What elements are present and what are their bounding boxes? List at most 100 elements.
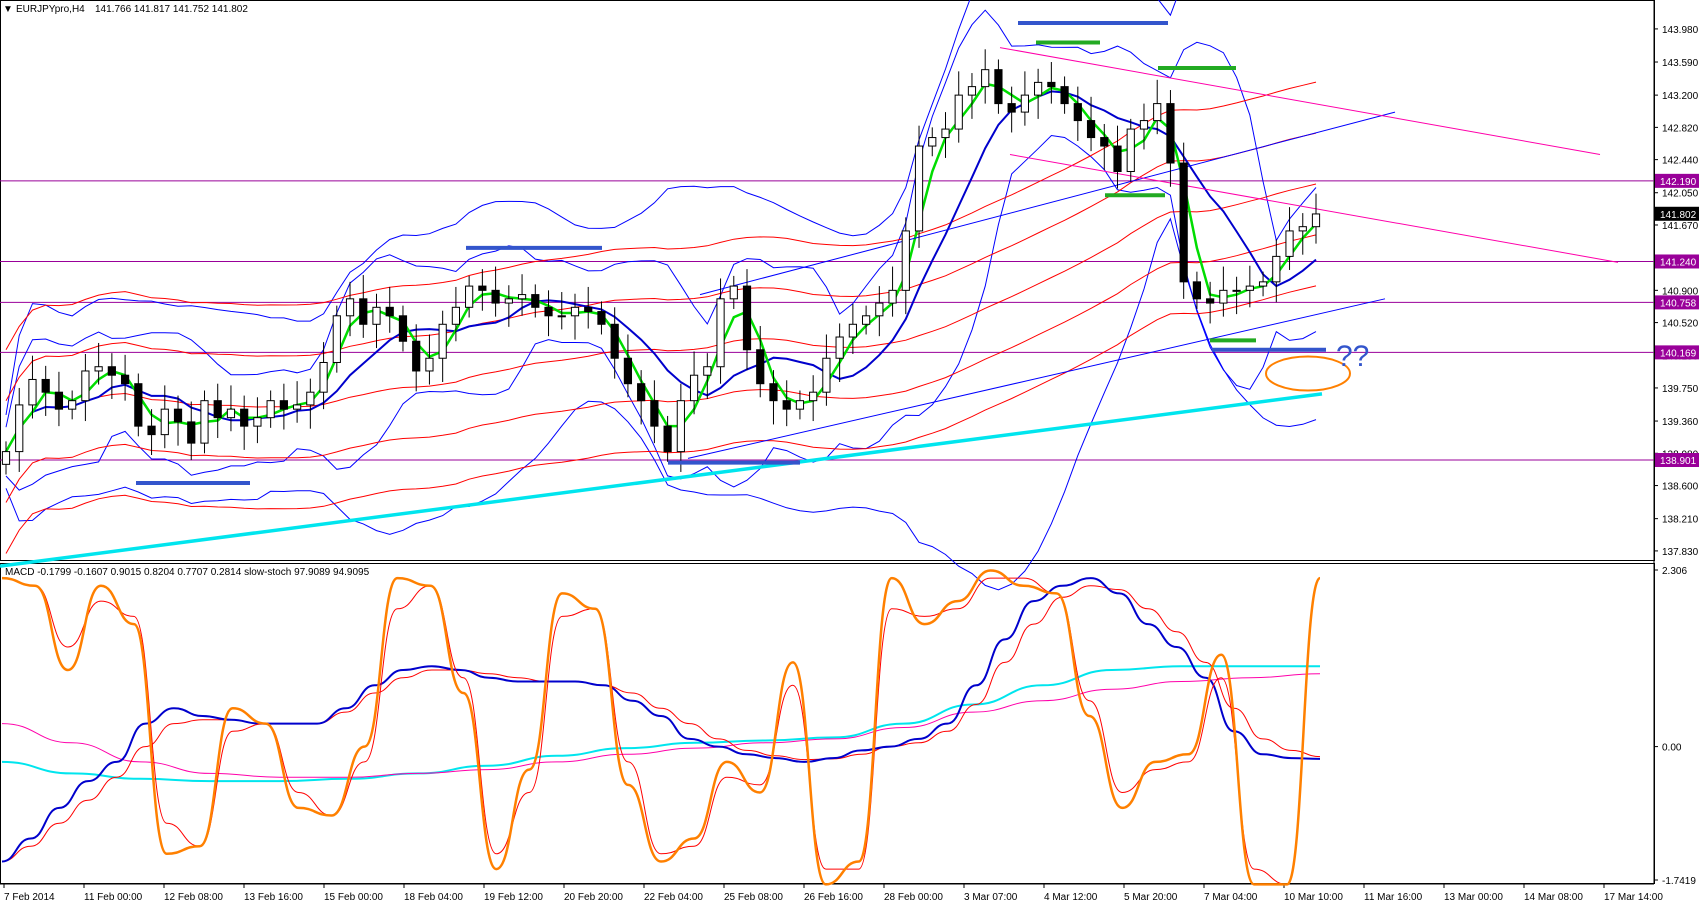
candle: [1047, 81, 1056, 88]
candle: [544, 306, 553, 317]
candle: [875, 302, 884, 317]
price-tick-label: 142.440: [1662, 156, 1699, 167]
candle: [372, 306, 381, 325]
price-level-badge: [1655, 345, 1699, 360]
candle: [623, 357, 633, 385]
candle: [160, 408, 169, 436]
question-marks-annotation: ??: [1336, 340, 1369, 373]
macd-series-pink-ma: [1, 673, 1321, 778]
main-panel-frame: [0, 0, 1655, 561]
candle: [888, 289, 897, 304]
candle: [504, 298, 513, 304]
candle: [1126, 128, 1135, 173]
candle: [41, 378, 50, 393]
candle: [28, 378, 37, 406]
macd-tick-label: -1.7419: [1662, 876, 1696, 887]
candle: [385, 306, 394, 317]
time-tick-label: 3 Mar 07:00: [964, 892, 1018, 903]
price-tick-label: 138.210: [1662, 515, 1699, 526]
candle: [1272, 255, 1281, 283]
candle: [1179, 162, 1188, 283]
bollinger-wide-lower: [5, 217, 1317, 591]
candle: [676, 400, 685, 453]
price-tick-label: 140.520: [1662, 319, 1699, 330]
candle: [451, 306, 461, 325]
candle: [1113, 145, 1122, 173]
macd-tick-label: 0.00: [1662, 743, 1682, 754]
time-tick-label: 11 Feb 00:00: [84, 892, 143, 903]
price-tick-label: 139.750: [1662, 384, 1699, 395]
candle: [213, 400, 222, 419]
candle: [795, 400, 805, 410]
price-tick-label: 137.830: [1662, 547, 1699, 558]
candle: [663, 425, 672, 453]
price-tick-label: 142.050: [1662, 189, 1699, 200]
envelope-line: [5, 234, 1317, 503]
candle: [187, 421, 196, 444]
candle: [319, 361, 328, 393]
envelope-line: [5, 183, 1317, 452]
candle: [107, 366, 116, 376]
candle: [1007, 103, 1016, 113]
window-menu-triangle[interactable]: ▼: [3, 4, 13, 15]
candle: [941, 128, 950, 139]
candle: [1245, 285, 1254, 291]
macd-series-cyan-ma: [1, 665, 1320, 783]
ma-blue-line: [5, 90, 1317, 453]
candle: [253, 417, 262, 427]
candle: [293, 404, 302, 410]
price-level-badge: [1655, 453, 1699, 468]
candle: [1311, 213, 1321, 228]
price-tick-label: 139.360: [1662, 417, 1699, 428]
candle: [226, 408, 236, 419]
candle: [134, 383, 143, 427]
candle: [15, 404, 24, 453]
candle: [584, 306, 593, 313]
candle: [861, 315, 871, 325]
candle: [835, 336, 844, 359]
candle: [1060, 86, 1069, 105]
price-level-badge: [1655, 173, 1699, 188]
price-level-badge: [1655, 254, 1699, 269]
candle: [848, 323, 857, 338]
candle: [94, 366, 103, 372]
symbol-header: EURJPYpro,H4: [16, 4, 85, 15]
envelope-line: [5, 81, 1317, 351]
candle: [200, 400, 209, 444]
candle: [491, 289, 500, 304]
highlight-ellipse: [1265, 355, 1351, 392]
time-tick-label: 20 Feb 20:00: [564, 892, 623, 903]
ma-green-line: [4, 82, 1317, 453]
time-tick-label: 13 Mar 00:00: [1444, 892, 1503, 903]
candle: [398, 315, 408, 342]
trendline-pink-lower: [1009, 154, 1619, 263]
candle: [1139, 120, 1149, 130]
candle: [769, 383, 778, 402]
price-level-label: 138.901: [1660, 456, 1697, 467]
candle: [465, 285, 474, 308]
candle: [1232, 289, 1241, 292]
price-tick-label: 143.980: [1662, 25, 1699, 36]
candle: [279, 400, 288, 410]
time-tick-label: 7 Mar 04:00: [1204, 892, 1258, 903]
candle: [147, 425, 156, 436]
price-level-label: 141.802: [1660, 210, 1697, 221]
macd-series-stoch-main: [1, 569, 1322, 886]
candle: [425, 357, 434, 372]
time-tick-label: 12 Feb 08:00: [164, 892, 223, 903]
price-level-badge: [1655, 295, 1699, 310]
candle: [359, 298, 368, 325]
candle: [1100, 137, 1109, 147]
candle: [716, 298, 725, 368]
price-tick-label: 142.820: [1662, 123, 1699, 134]
candle: [240, 408, 249, 427]
candle: [994, 69, 1003, 105]
price-level-label: 140.169: [1660, 348, 1697, 359]
time-tick-label: 11 Mar 16:00: [1364, 892, 1423, 903]
candle: [478, 285, 487, 291]
candle: [822, 357, 831, 393]
time-tick-label: 26 Feb 16:00: [804, 892, 863, 903]
candle: [928, 137, 937, 147]
time-tick-label: 14 Mar 08:00: [1524, 892, 1583, 903]
candle: [1020, 94, 1029, 113]
